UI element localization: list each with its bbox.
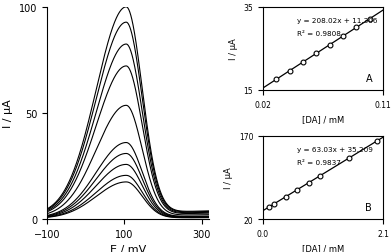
Y-axis label: I / μA: I / μA [3, 99, 13, 128]
X-axis label: [DA] / mM: [DA] / mM [302, 115, 344, 124]
Y-axis label: I / μA: I / μA [224, 167, 233, 188]
Text: R² = 0.9808: R² = 0.9808 [297, 31, 341, 37]
X-axis label: E / mV: E / mV [110, 244, 146, 252]
Y-axis label: I / μA: I / μA [229, 38, 238, 60]
Text: y = 63.03x + 35.209: y = 63.03x + 35.209 [297, 146, 373, 152]
X-axis label: [DA] / mM: [DA] / mM [302, 243, 344, 252]
Text: B: B [365, 203, 372, 213]
Text: A: A [366, 74, 372, 84]
Text: R² = 0.9837: R² = 0.9837 [297, 160, 341, 166]
Text: y = 208.02x + 11.306: y = 208.02x + 11.306 [297, 18, 377, 23]
